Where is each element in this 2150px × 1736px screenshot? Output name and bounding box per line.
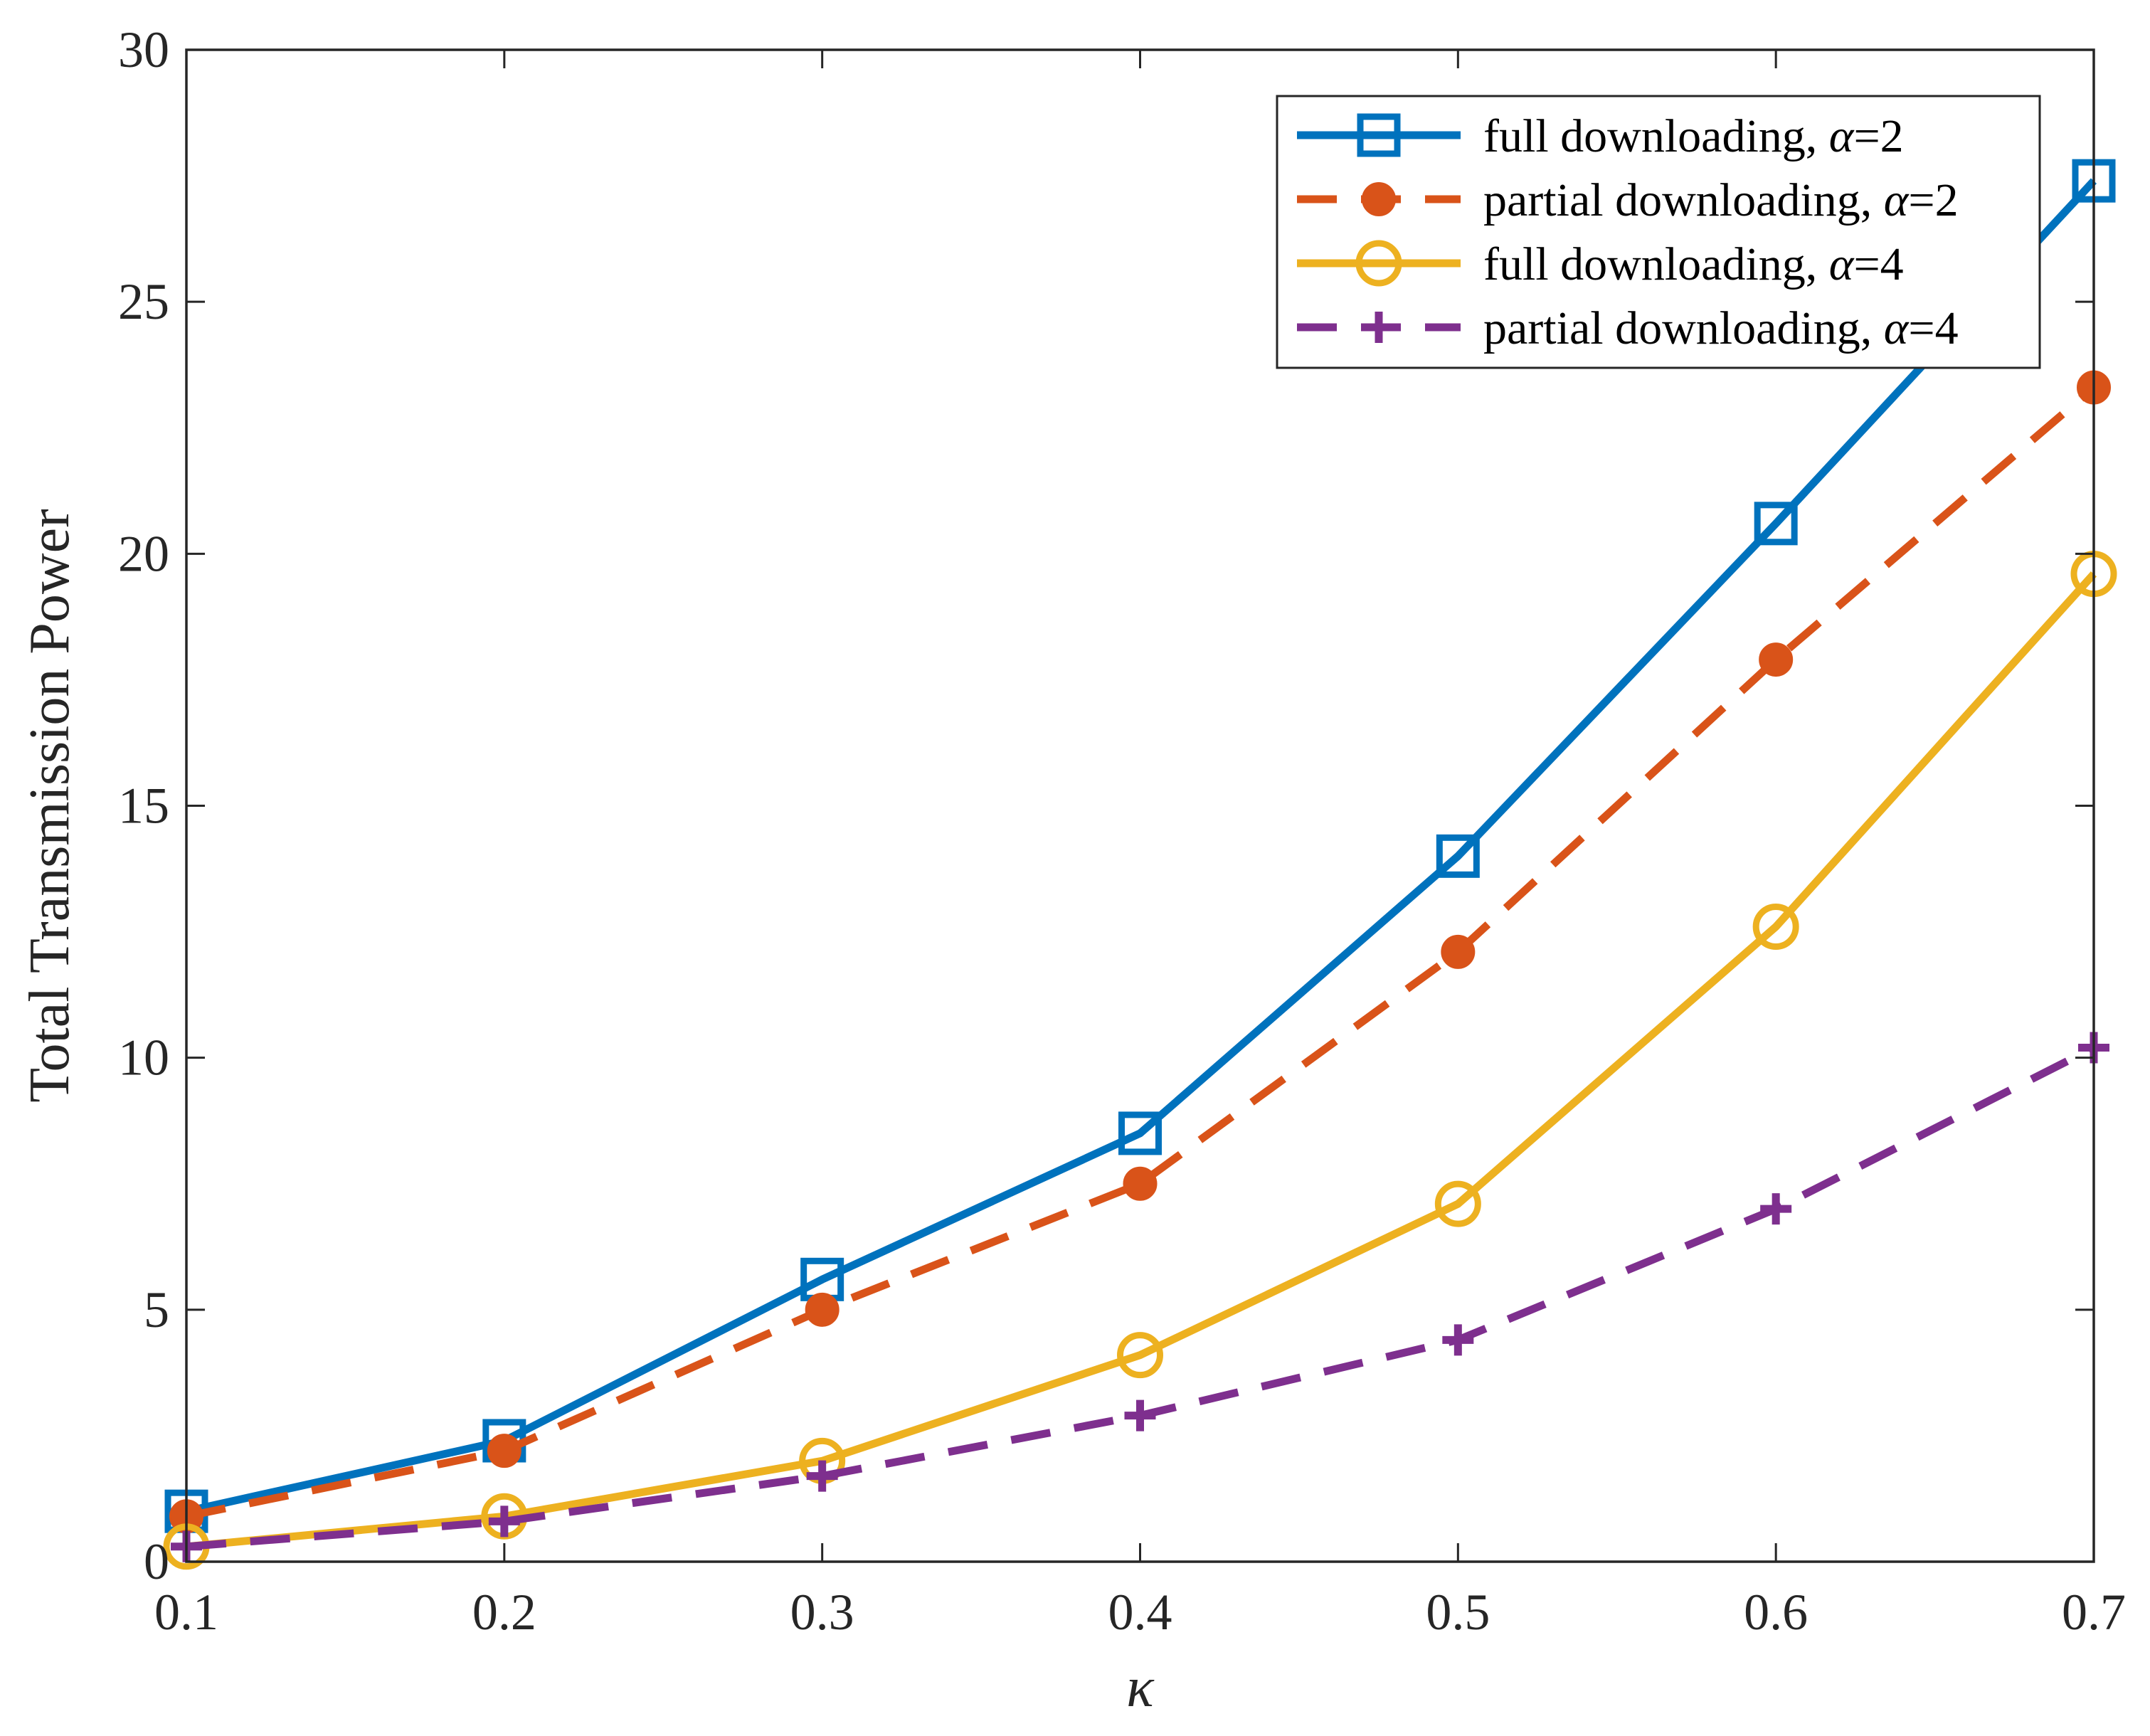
legend-label: full downloading, α=2	[1483, 110, 1904, 162]
data-point	[1118, 1111, 1162, 1155]
legend-entry: partial downloading, α=4	[1297, 302, 1959, 354]
x-tick-label: 0.4	[1108, 1584, 1172, 1641]
legend-label: partial downloading, α=4	[1483, 302, 1959, 354]
axes-frame	[185, 48, 2095, 1563]
legend-label-tail: =4	[1908, 302, 1958, 354]
data-point	[1760, 1193, 1792, 1225]
legend-label-symbol: α	[1829, 110, 1855, 162]
axes-box	[185, 48, 2095, 1563]
x-tick-label: 0.6	[1744, 1584, 1808, 1641]
legend-label: full downloading, α=4	[1483, 238, 1904, 290]
x-tick-label: 0.5	[1426, 1584, 1490, 1641]
legend-marker	[1355, 240, 1402, 287]
data-point	[1442, 1324, 1474, 1356]
legend-label-main: partial downloading,	[1483, 302, 1884, 354]
data-point	[1117, 1332, 1163, 1379]
x-tick-label: 0.3	[790, 1584, 854, 1641]
data-point	[1441, 934, 1476, 969]
plot-area	[163, 159, 2117, 1570]
data-point	[487, 1434, 521, 1468]
data-point	[806, 1460, 838, 1492]
legend-label-tail: =2	[1908, 174, 1958, 226]
data-point	[1752, 904, 1799, 950]
legend-label-tail: =2	[1853, 110, 1903, 162]
legend-marker	[1357, 113, 1401, 157]
y-tick-label: 0	[144, 1533, 169, 1590]
x-axis-title: κ	[1126, 1656, 1155, 1719]
legend-marker	[1363, 312, 1394, 343]
legend-label-symbol: α	[1884, 174, 1910, 226]
data-point	[1436, 834, 1480, 878]
y-tick-label: 5	[144, 1281, 169, 1338]
y-tick-label: 15	[118, 778, 169, 835]
legend-label-main: full downloading,	[1483, 238, 1829, 290]
data-point	[488, 1505, 520, 1537]
y-tick-label: 25	[118, 273, 169, 330]
y-tick-label: 30	[118, 21, 169, 78]
legend-label-symbol: α	[1884, 302, 1910, 354]
legend-box	[1276, 95, 2041, 369]
legend-label-tail: =4	[1853, 238, 1903, 290]
legend-entry: partial downloading, α=2	[1297, 174, 1959, 226]
legend-label-main: partial downloading,	[1483, 174, 1884, 226]
y-axis-title: Total Transmission Power	[18, 509, 81, 1103]
data-point	[1124, 1399, 1156, 1431]
y-tick-label: 10	[118, 1030, 169, 1086]
x-tick-label: 0.1	[154, 1584, 218, 1641]
data-point	[1759, 642, 1794, 677]
data-point	[805, 1292, 840, 1327]
axis-ticks: 0 5 10 15 20 25 30 0.1 0.2 0.3 0.4 0.5 0.6 0.7	[118, 21, 2126, 1641]
x-tick-label: 0.7	[2062, 1584, 2126, 1641]
data-point	[1434, 1180, 1481, 1227]
y-tick-label: 20	[118, 525, 169, 582]
legend-entry: full downloading, α=4	[1297, 238, 1904, 290]
legend-marker	[1362, 182, 1396, 216]
legend-label-main: full downloading,	[1483, 110, 1829, 162]
legend-entry: full downloading, α=2	[1297, 110, 1904, 162]
data-point	[1123, 1166, 1158, 1201]
legend-label: partial downloading, α=2	[1483, 174, 1959, 226]
data-point	[1754, 502, 1798, 546]
x-tick-label: 0.2	[472, 1584, 536, 1641]
legend-label-symbol: α	[1829, 238, 1855, 290]
